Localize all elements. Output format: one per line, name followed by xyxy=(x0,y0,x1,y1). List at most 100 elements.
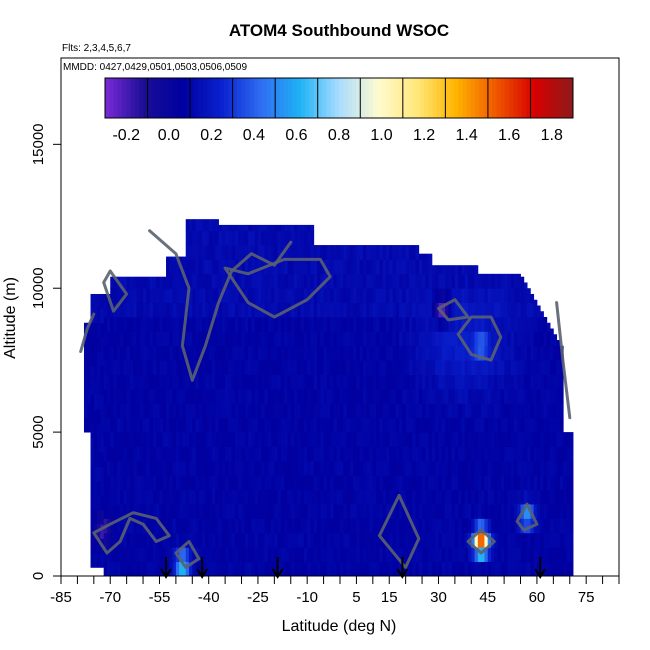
heatmap-cell xyxy=(110,532,114,548)
heatmap-cell xyxy=(336,403,341,419)
heatmap-cell xyxy=(441,518,446,534)
heatmap-cell xyxy=(500,417,505,433)
heatmap-cell xyxy=(340,489,344,505)
heatmap-cell xyxy=(376,489,380,505)
heatmap-cell xyxy=(251,331,256,347)
heatmap-cell xyxy=(277,532,282,548)
heatmap-cell xyxy=(510,532,515,548)
heatmap-cell xyxy=(310,403,315,419)
heatmap-cell xyxy=(189,561,193,577)
heatmap-cell xyxy=(182,460,187,476)
heatmap-cell xyxy=(520,432,525,447)
heatmap-cell xyxy=(527,518,531,534)
x-tick-label: 5 xyxy=(352,589,360,606)
heatmap-cell xyxy=(189,388,193,404)
heatmap-cell xyxy=(208,219,213,232)
heatmap-cell xyxy=(225,475,229,491)
heatmap-cell xyxy=(123,331,128,347)
heatmap-cell xyxy=(90,524,95,539)
heatmap-cell xyxy=(83,360,88,375)
heatmap-cell xyxy=(445,360,449,375)
heatmap-cell xyxy=(333,331,338,347)
heatmap-cell xyxy=(179,446,183,462)
heatmap-cell xyxy=(438,547,443,563)
heatmap-cell xyxy=(231,561,236,577)
heatmap-cell xyxy=(504,475,508,491)
heatmap-cell xyxy=(385,561,390,577)
heatmap-cell xyxy=(422,547,426,563)
heatmap-cell xyxy=(490,388,495,404)
heatmap-cell xyxy=(139,446,144,462)
heatmap-cell xyxy=(175,532,180,548)
heatmap-cell xyxy=(90,337,95,352)
heatmap-cell xyxy=(330,331,334,347)
heatmap-cell xyxy=(343,360,347,375)
heatmap-cell xyxy=(257,245,262,260)
heatmap-cell xyxy=(566,432,571,447)
heatmap-cell xyxy=(123,276,128,289)
heatmap-cell xyxy=(336,317,341,332)
heatmap-cell xyxy=(241,388,246,404)
colorbar-swatch xyxy=(547,78,553,118)
heatmap-cell xyxy=(225,518,229,534)
heatmap-cell xyxy=(156,417,160,433)
heatmap-cell xyxy=(294,460,298,476)
heatmap-cell xyxy=(464,403,469,419)
heatmap-cell xyxy=(185,489,190,505)
heatmap-cell xyxy=(392,302,397,318)
heatmap-cell xyxy=(300,518,305,534)
heatmap-cell xyxy=(379,403,384,419)
heatmap-cell xyxy=(192,219,196,232)
heatmap-cell xyxy=(520,532,525,548)
heatmap-cell xyxy=(129,489,134,505)
heatmap-cell xyxy=(103,432,108,447)
heatmap-cell xyxy=(474,532,479,548)
heatmap-cell xyxy=(274,273,279,289)
heatmap-cell xyxy=(402,475,407,491)
heatmap-cell xyxy=(553,446,558,462)
colorbar-swatch xyxy=(390,78,395,118)
heatmap-cell xyxy=(546,322,551,332)
heatmap-cell xyxy=(179,403,183,419)
heatmap-cell xyxy=(527,403,531,419)
heatmap-cell xyxy=(362,374,367,390)
heatmap-cell xyxy=(412,317,416,332)
heatmap-cell xyxy=(248,230,252,246)
heatmap-cell xyxy=(333,561,338,577)
heatmap-cell xyxy=(297,532,302,548)
heatmap-cell xyxy=(320,288,324,304)
heatmap-cell xyxy=(248,360,252,375)
heatmap-cell xyxy=(238,374,242,390)
heatmap-cell xyxy=(536,532,541,548)
heatmap-cell xyxy=(159,302,164,318)
heatmap-cell xyxy=(461,561,466,577)
heatmap-cell xyxy=(454,403,459,419)
heatmap-cell xyxy=(458,417,462,433)
heatmap-cell xyxy=(271,432,275,447)
flight-marker-arrow xyxy=(396,557,409,579)
heatmap-cell xyxy=(497,317,502,332)
heatmap-cell xyxy=(274,403,279,419)
heatmap-cell xyxy=(179,388,183,404)
heatmap-cell xyxy=(287,460,292,476)
heatmap-cell xyxy=(179,302,183,318)
heatmap-cell xyxy=(353,518,357,534)
heatmap-cell xyxy=(497,547,502,563)
heatmap-cell xyxy=(169,388,173,404)
colorbar-swatch xyxy=(283,78,289,118)
heatmap-cell xyxy=(234,388,239,404)
heatmap-cell xyxy=(435,475,439,491)
heatmap-cell xyxy=(225,331,229,347)
heatmap-cell xyxy=(169,403,173,419)
heatmap-cell xyxy=(340,288,344,304)
heatmap-cell xyxy=(317,532,321,548)
heatmap-cell xyxy=(517,345,521,361)
heatmap-cell xyxy=(106,388,111,404)
heatmap-cell xyxy=(254,259,259,275)
heatmap-cell xyxy=(408,345,413,361)
heatmap-cell xyxy=(418,360,423,375)
heatmap-cell xyxy=(254,460,259,476)
heatmap-cell xyxy=(159,489,164,505)
heatmap-cell xyxy=(100,423,105,439)
heatmap-cell xyxy=(415,317,420,332)
